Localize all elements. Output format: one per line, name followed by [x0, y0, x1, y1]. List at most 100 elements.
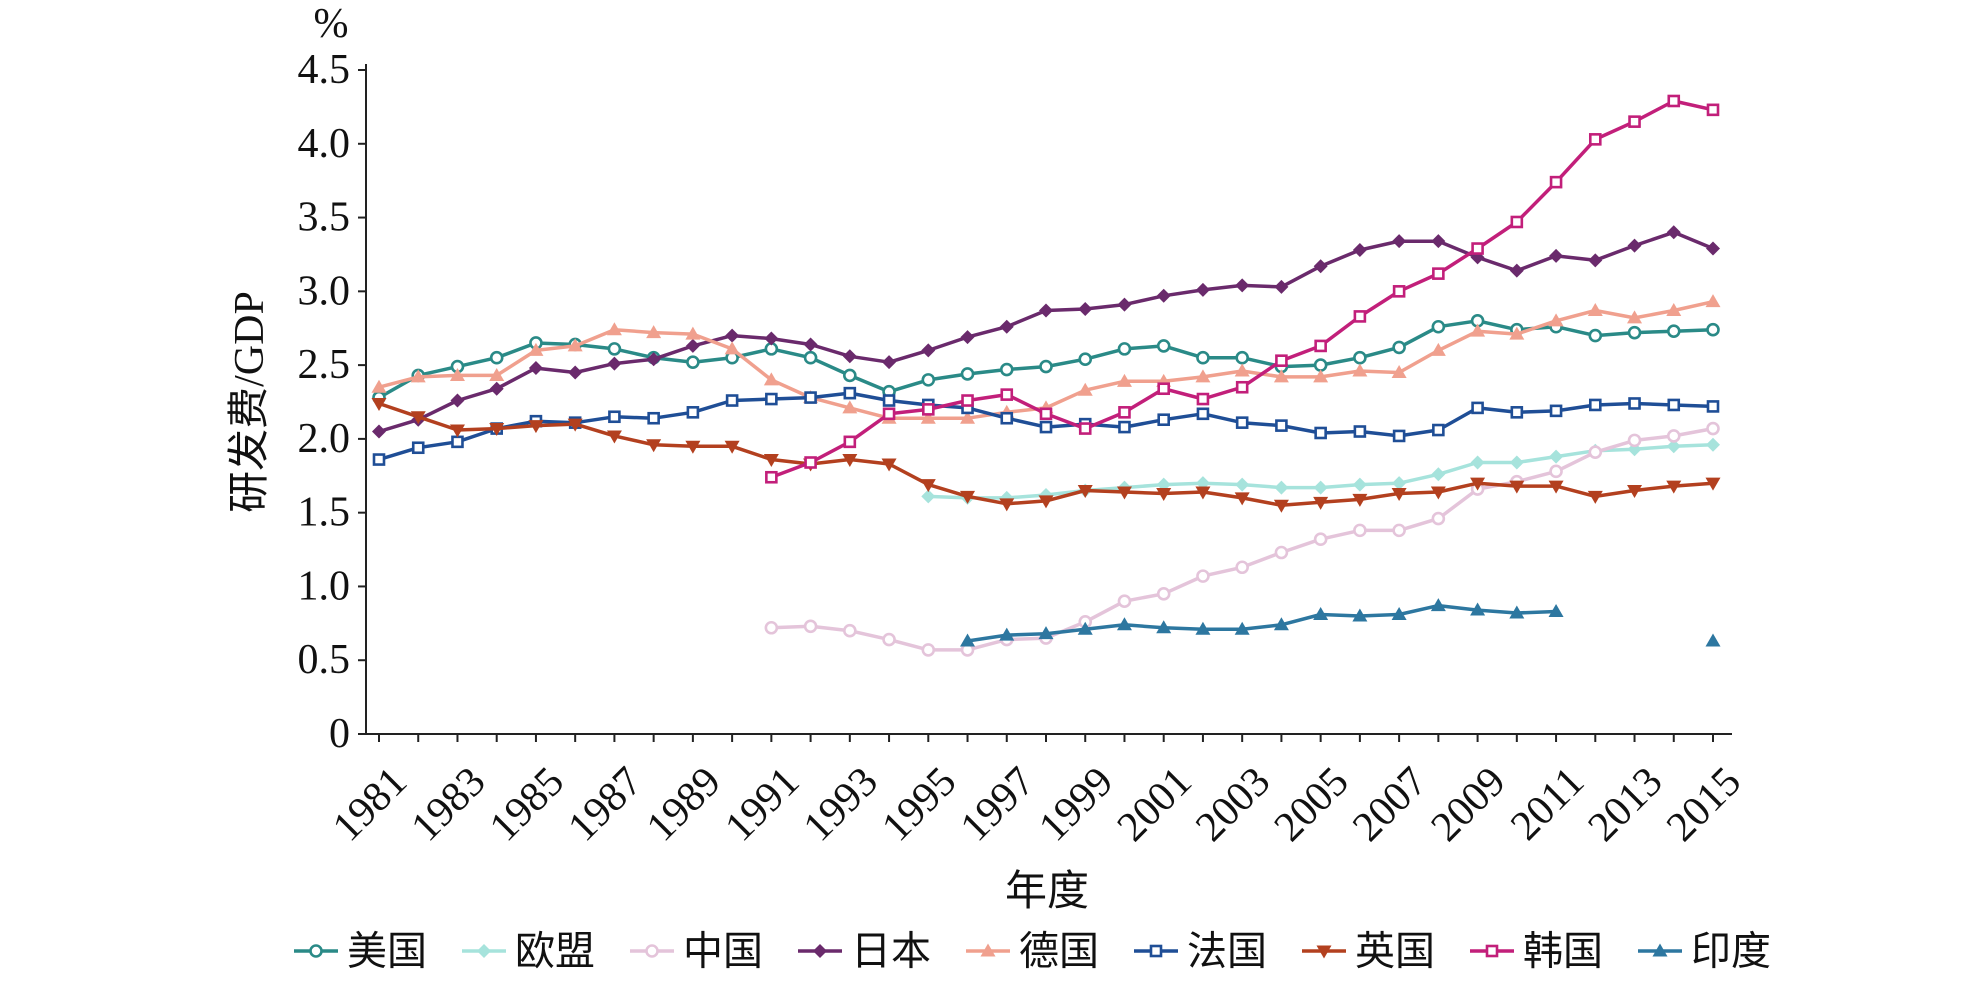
- series-3-point: [882, 632, 896, 647]
- series-7-point: [1038, 495, 1054, 509]
- series-3-point: [1353, 523, 1367, 538]
- series-9-point: [1391, 606, 1407, 620]
- y-tick-label: 1.0: [298, 563, 351, 609]
- series-7-point: [1234, 492, 1250, 506]
- series-1-point: [1156, 339, 1171, 353]
- series-3-point: [1666, 429, 1681, 443]
- series-6-point: [1588, 398, 1602, 412]
- x-tick-label: 1995: [873, 759, 965, 851]
- series-5-point: [371, 379, 387, 393]
- series-7-point: [1077, 485, 1093, 499]
- series-6-point: [647, 411, 660, 425]
- series-1-point: [1117, 342, 1132, 356]
- series-8-point: [1667, 94, 1681, 108]
- series-4-point: [1156, 288, 1171, 303]
- series-4-point: [1392, 234, 1407, 249]
- legend-marker: [1316, 945, 1332, 959]
- series-3-point: [1313, 532, 1328, 547]
- series-8-point: [1078, 422, 1092, 435]
- x-tick-label: 2009: [1423, 759, 1515, 851]
- series-4-point: [1117, 297, 1132, 312]
- series-7-point: [842, 454, 858, 468]
- legend-item: 美国: [294, 929, 427, 974]
- series-1-point: [1588, 328, 1603, 343]
- series-2-point: [1549, 449, 1564, 464]
- series-7-point: [567, 418, 583, 432]
- series-4-point: [450, 393, 465, 408]
- series-4-point: [1627, 238, 1642, 253]
- series-9-point: [1548, 604, 1564, 618]
- series-1-point: [1706, 322, 1720, 337]
- y-tick-label: 4.5: [298, 47, 351, 93]
- series-5-point: [1352, 363, 1368, 377]
- series-9-point: [1430, 598, 1446, 612]
- series-8-point: [921, 403, 935, 416]
- series-5-point: [1313, 369, 1329, 383]
- series-7-point: [724, 440, 740, 454]
- series-6-point: [608, 410, 621, 424]
- series-7-point: [489, 423, 505, 437]
- series-6-point: [686, 406, 700, 419]
- series-6-point: [1706, 400, 1720, 413]
- series-4-point: [1195, 282, 1210, 297]
- x-tick-label: 1981: [324, 759, 416, 851]
- series-6-point: [1353, 425, 1367, 438]
- x-tick-label: 1991: [717, 759, 809, 851]
- series-4-point: [1509, 263, 1524, 278]
- series-8-point: [804, 456, 817, 469]
- series-5-point: [1627, 310, 1643, 324]
- series-7-point: [1509, 480, 1525, 494]
- series-9: [960, 598, 1721, 647]
- series-7-point: [1273, 499, 1289, 513]
- series-5-point: [449, 367, 465, 381]
- series-9-point: [1116, 617, 1132, 631]
- series-5-point: [763, 372, 779, 386]
- y-axis-title: 研发费/GDP: [227, 291, 273, 513]
- series-9-point: [960, 633, 976, 647]
- series-8-point: [1314, 339, 1327, 353]
- series-1-point: [1431, 319, 1446, 334]
- series-1-point: [960, 367, 975, 381]
- y-tick-label: 0: [329, 711, 350, 757]
- series-4-point: [1313, 259, 1328, 274]
- series-2-point: [1352, 477, 1367, 492]
- series-6-point: [372, 453, 386, 466]
- legend-label: 韩国: [1523, 929, 1603, 974]
- series-6-point: [451, 435, 464, 449]
- series-4-point: [1235, 278, 1250, 293]
- series-6-point: [843, 386, 857, 400]
- series-8-point: [1392, 285, 1406, 298]
- series-9-point: [1352, 608, 1368, 622]
- series-5-point: [724, 341, 740, 355]
- series-6-point: [1118, 420, 1131, 434]
- series-4: [372, 225, 1720, 439]
- series-5-point: [1234, 363, 1250, 377]
- series-4-point: [1666, 225, 1681, 240]
- series-3-point: [1274, 545, 1289, 560]
- series-8-point: [1510, 215, 1524, 229]
- series-6-point: [1549, 404, 1563, 418]
- x-tick-label: 2011: [1502, 759, 1593, 850]
- legend-item: 中国: [630, 929, 763, 974]
- series-8-point: [843, 435, 857, 449]
- series-2-point: [1235, 477, 1250, 492]
- series-4-point: [646, 352, 661, 367]
- series-9-point: [1313, 606, 1329, 620]
- series-4-point: [764, 331, 779, 346]
- series-9-point: [1195, 621, 1211, 635]
- series-1-point: [1078, 352, 1093, 367]
- legend-item: 欧盟: [462, 929, 595, 974]
- series-8-point: [1353, 310, 1367, 323]
- series-1-point: [1196, 350, 1210, 365]
- series-8-point: [1235, 380, 1249, 394]
- legend: 美国 欧盟 中国 日本 德国 法国 英国 韩国 印度: [294, 929, 1771, 974]
- series-8-point: [1275, 354, 1288, 367]
- series-7-point: [1352, 493, 1368, 507]
- y-tick-label: 3.0: [298, 268, 351, 314]
- series-4-point: [1706, 241, 1720, 256]
- x-tick-label: 2005: [1266, 759, 1358, 851]
- series-5-point: [1430, 342, 1446, 356]
- x-tick-label: 2007: [1344, 759, 1436, 851]
- series-6-point: [1667, 398, 1681, 412]
